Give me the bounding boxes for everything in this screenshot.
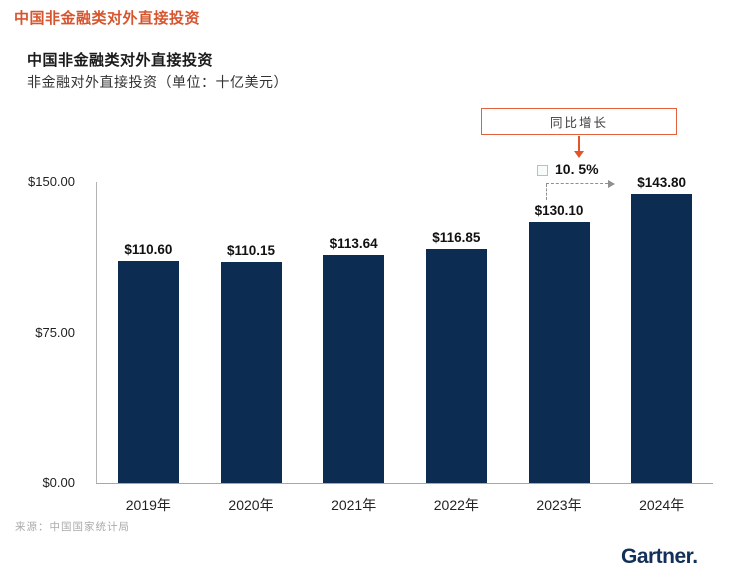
growth-connector-vertical [546, 184, 547, 200]
growth-square-icon [537, 165, 548, 176]
page-title: 中国非金融类对外直接投资 [14, 10, 201, 27]
source-note: 来源：中国国家统计局 [15, 521, 130, 533]
bar-chart-plot-area: $110.60 2019年 $110.15 2020年 $113.64 2021年 $116… [96, 175, 713, 513]
bar-2023年 [528, 221, 590, 483]
x-axis-label: 2024年 [639, 497, 685, 513]
chart-subtitle: 非金融对外直接投资（单位：十亿美元） [27, 74, 288, 90]
bar-2024年 [631, 194, 693, 483]
yoy-growth-callout: 同比增长 [481, 108, 677, 135]
right-arrow-icon [608, 180, 615, 188]
gartner-logo: Gartner. [621, 545, 698, 568]
bar-value-label: $143.80 [637, 175, 687, 191]
bar-2021年 [323, 254, 385, 483]
bar-2022年 [425, 248, 487, 483]
callout-arrow-stem [578, 136, 580, 151]
x-axis-label: 2020年 [228, 497, 274, 513]
growth-percentage: 10. 5% [555, 161, 599, 177]
y-axis-tick-label: $150.00 [28, 174, 75, 189]
bar-2019年 [117, 261, 179, 483]
chart-title: 中国非金融类对外直接投资 [27, 52, 214, 69]
growth-connector-horizontal [546, 183, 608, 184]
x-axis-label: 2021年 [331, 497, 377, 513]
bar-value-label: $110.60 [124, 242, 173, 258]
x-axis-label: 2019年 [125, 497, 171, 513]
bar-value-label: $113.64 [329, 235, 378, 251]
y-axis-tick-label: $0.00 [42, 475, 75, 490]
bar-value-label: $116.85 [432, 229, 481, 245]
bar-value-label: $130.10 [534, 202, 584, 218]
y-axis-tick-label: $75.00 [35, 324, 75, 340]
bar-2020年 [220, 261, 282, 483]
yoy-growth-callout-label: 同比增长 [549, 116, 608, 130]
x-axis-label: 2022年 [433, 497, 479, 513]
bar-value-label: $110.15 [226, 242, 276, 258]
down-arrow-icon [574, 151, 584, 158]
x-axis-label: 2023年 [536, 497, 582, 513]
